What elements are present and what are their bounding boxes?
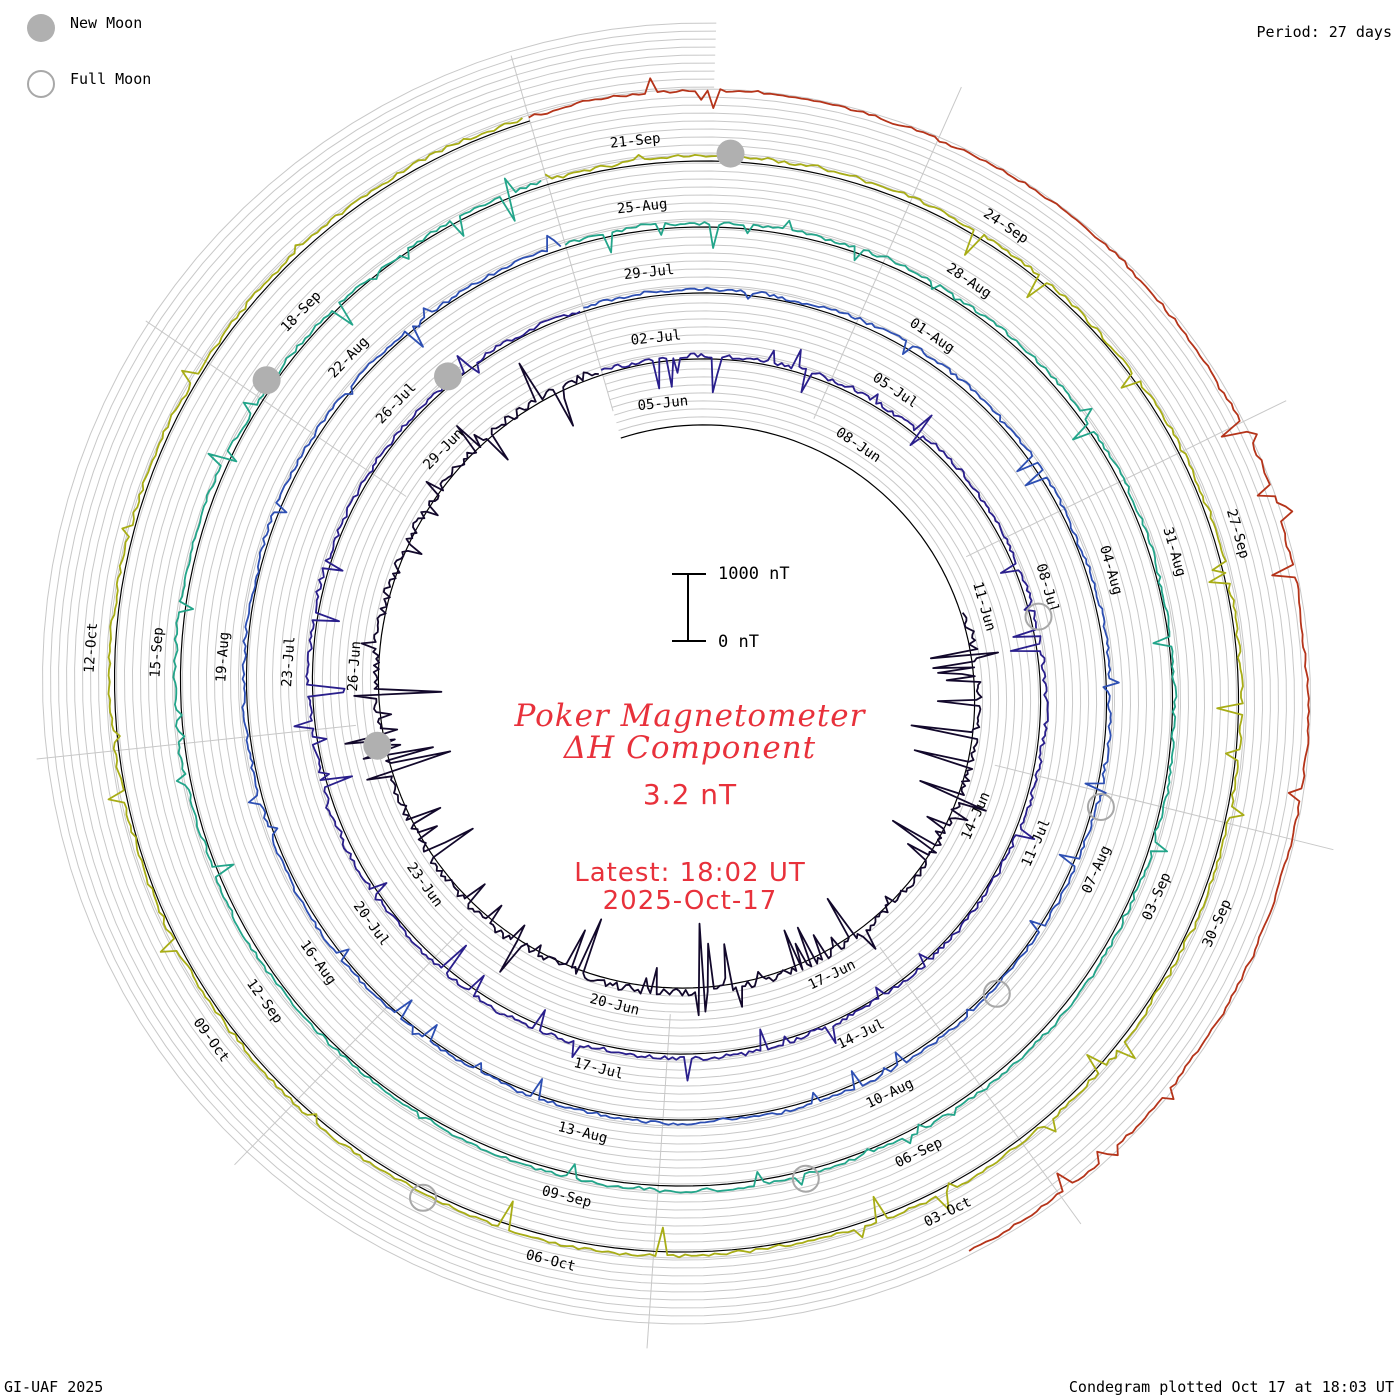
date-label: 25-Aug bbox=[616, 196, 668, 217]
grid-strand-9 bbox=[42, 22, 1311, 1325]
date-label: 23-Jul bbox=[279, 636, 298, 688]
date-label: 09-Oct bbox=[190, 1015, 233, 1065]
date-label: 18-Sep bbox=[278, 288, 325, 335]
radial-gridline-0 bbox=[510, 55, 614, 412]
grid-strand-1 bbox=[106, 86, 1248, 1261]
date-label: 06-Oct bbox=[524, 1247, 577, 1275]
full-moon-marker bbox=[1086, 793, 1115, 821]
date-label: 09-Sep bbox=[540, 1183, 593, 1211]
date-label: 15-Sep bbox=[147, 627, 166, 679]
radial-gridline-8 bbox=[145, 320, 407, 497]
legend-symbols bbox=[27, 14, 55, 98]
grid-strand-2 bbox=[98, 78, 1256, 1269]
date-label: 14-Jun bbox=[958, 790, 993, 843]
series-trace-2 bbox=[293, 310, 1049, 1082]
chart-title: Poker Magnetometer bbox=[514, 698, 866, 734]
grid-strand-8 bbox=[50, 30, 1303, 1317]
date-label: 22-Aug bbox=[325, 334, 372, 381]
grid-strand-7 bbox=[58, 38, 1295, 1309]
full-moon-marker bbox=[982, 979, 1011, 1008]
date-label: 17-Jul bbox=[572, 1055, 625, 1083]
date-label: 05-Jun bbox=[637, 393, 689, 414]
date-label: 01-Aug bbox=[906, 315, 957, 357]
footer-credit: GI-UAF 2025 bbox=[4, 1378, 104, 1396]
full-moon-legend-icon bbox=[27, 70, 55, 98]
radial-gridline-3 bbox=[994, 764, 1334, 851]
latest-time: Latest: 18:02 UT bbox=[574, 858, 806, 888]
full-moon-marker bbox=[1024, 602, 1053, 631]
new-moon-marker bbox=[363, 731, 392, 760]
date-label: 12-Oct bbox=[82, 622, 101, 674]
grid-strand-5 bbox=[74, 54, 1279, 1293]
date-label: 02-Jul bbox=[630, 328, 682, 349]
spiral-grid bbox=[42, 22, 1311, 1325]
footer-plot-time: Condegram plotted Oct 17 at 18:03 UT bbox=[1068, 1378, 1394, 1396]
date-label: 20-Jul bbox=[350, 899, 393, 949]
full-moon-marker bbox=[409, 1183, 437, 1212]
date-label: 13-Aug bbox=[556, 1119, 609, 1147]
new-moon-marker bbox=[434, 362, 462, 391]
moon-markers bbox=[252, 139, 1115, 1212]
data-traces bbox=[107, 77, 1310, 1259]
series-trace-5 bbox=[107, 117, 1245, 1259]
radial-gridline-7 bbox=[36, 724, 356, 760]
radial-gridline-6 bbox=[234, 928, 463, 1166]
date-label: 19-Aug bbox=[213, 631, 232, 683]
grid-strand-6 bbox=[66, 46, 1287, 1301]
scale-bar: 1000 nT 0 nT bbox=[672, 564, 790, 652]
grid-strand-3 bbox=[90, 70, 1264, 1277]
series-trace-1 bbox=[344, 362, 999, 1017]
series-trace-6 bbox=[528, 77, 1310, 1252]
grid-strand-4 bbox=[82, 62, 1271, 1285]
date-label: 14-Jul bbox=[835, 1016, 887, 1053]
latest-date: 2025-Oct-17 bbox=[602, 886, 778, 916]
current-value: 3.2 nT bbox=[642, 778, 738, 811]
date-label: 17-Jun bbox=[806, 957, 858, 994]
radial-gridline-1 bbox=[813, 86, 962, 419]
new-moon-marker bbox=[716, 139, 745, 168]
date-label: 26-Jun bbox=[345, 641, 364, 693]
date-label: 26-Jul bbox=[373, 380, 420, 427]
date-label: 24-Sep bbox=[980, 206, 1031, 248]
series-trace-4 bbox=[172, 177, 1178, 1194]
full-moon-legend-label: Full Moon bbox=[70, 70, 152, 88]
new-moon-marker bbox=[252, 366, 281, 395]
date-label: 21-Sep bbox=[609, 131, 661, 152]
date-label: 23-Jun bbox=[403, 860, 446, 910]
date-label: 12-Sep bbox=[243, 976, 286, 1026]
scale-bar-high-label: 1000 nT bbox=[718, 564, 790, 584]
radial-gridline-5 bbox=[646, 1014, 671, 1349]
date-label: 28-Aug bbox=[943, 260, 994, 302]
new-moon-legend-label: New Moon bbox=[70, 14, 143, 32]
date-label: 08-Jun bbox=[833, 425, 884, 467]
series-trace-3 bbox=[241, 234, 1120, 1126]
period-label: Period: 27 days bbox=[1256, 23, 1392, 41]
chart-subtitle: ΔH Component bbox=[563, 730, 817, 766]
full-moon-marker bbox=[791, 1164, 820, 1193]
new-moon-legend-icon bbox=[27, 14, 55, 42]
date-label: 16-Aug bbox=[296, 937, 339, 987]
date-label: 29-Jul bbox=[623, 262, 675, 283]
scale-bar-low-label: 0 nT bbox=[718, 632, 759, 652]
date-label: 20-Jun bbox=[588, 991, 641, 1019]
date-label: 05-Jul bbox=[870, 370, 921, 412]
